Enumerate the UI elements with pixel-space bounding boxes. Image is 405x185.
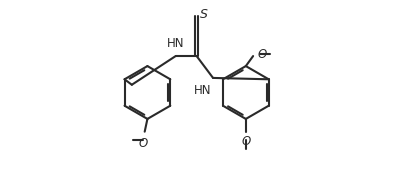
Text: HN: HN — [166, 37, 184, 50]
Text: HN: HN — [193, 84, 211, 97]
Text: O: O — [241, 135, 250, 148]
Text: O: O — [257, 48, 266, 61]
Text: S: S — [199, 8, 207, 21]
Text: O: O — [138, 137, 147, 150]
